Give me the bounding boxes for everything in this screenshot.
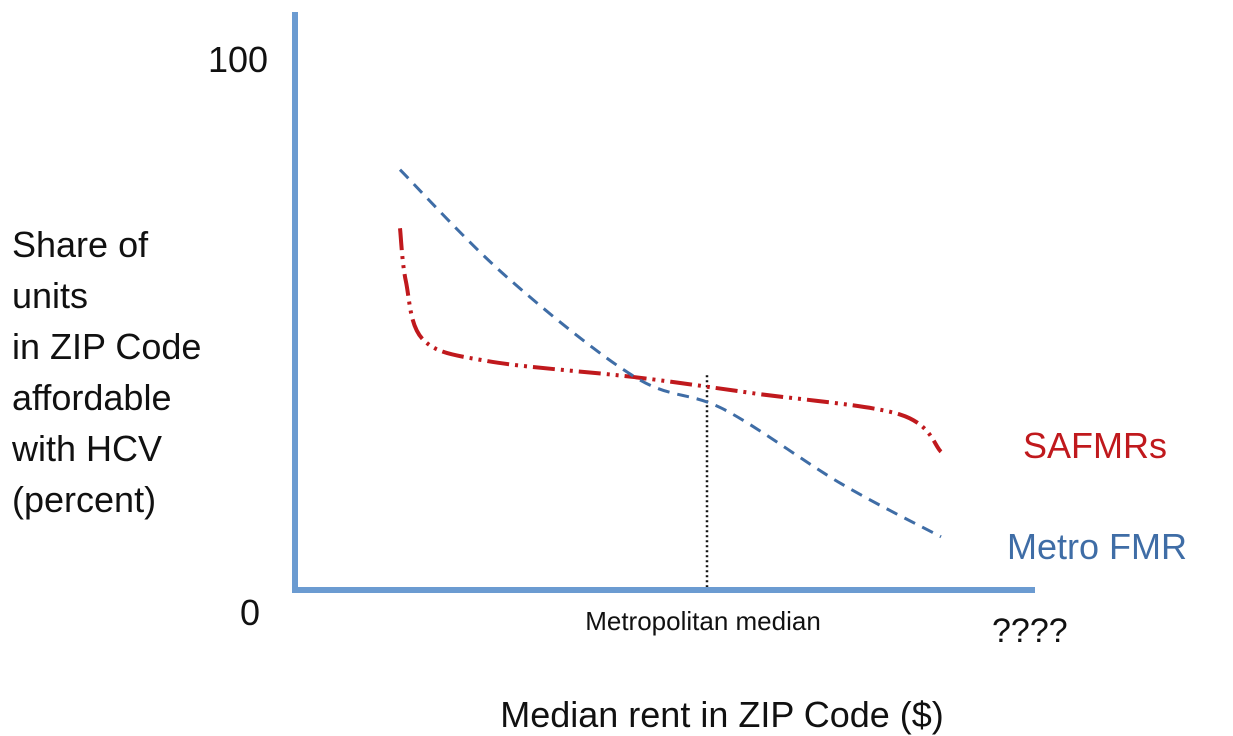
x-axis-label: Median rent in ZIP Code ($) (500, 694, 944, 735)
x-tick-label-median: Metropolitan median (585, 606, 821, 636)
axes-layer (292, 12, 1035, 593)
y-axis-label-line: with HCV (11, 428, 162, 469)
series-line-metro-fmr (398, 168, 942, 539)
y-tick-label-100: 100 (208, 39, 268, 80)
y-axis-label-line: affordable (12, 377, 171, 418)
x-tick-label-end: ???? (992, 612, 1068, 650)
y-axis-label-line: (percent) (12, 479, 156, 520)
series-label-metro-fmr: Metro FMR (1007, 526, 1187, 567)
y-axis-label-line: Share of (12, 224, 149, 265)
y-axis-label-line: units (12, 275, 88, 316)
y-axis-label-line: in ZIP Code (12, 326, 201, 367)
text-layer: 100 0 Share of units in ZIP Code affordable wi… (11, 39, 1187, 735)
y-tick-label-0: 0 (240, 592, 260, 633)
series-label-safmrs: SAFMRs (1023, 425, 1167, 466)
series-layer (398, 168, 943, 539)
series-line-safmrs (398, 228, 943, 454)
